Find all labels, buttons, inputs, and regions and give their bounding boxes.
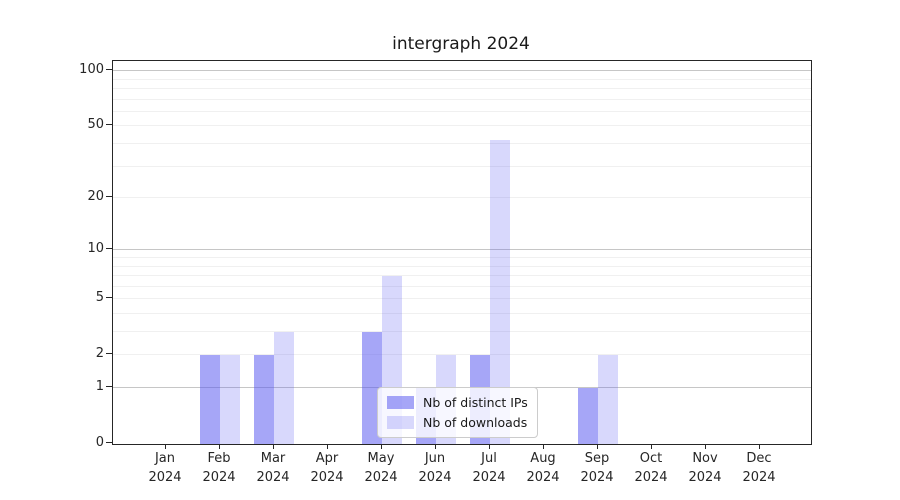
x-tick-label-jan: Jan 2024 (138, 450, 192, 488)
y-tick-mark (106, 353, 112, 355)
x-tick-year: 2024 (310, 469, 344, 485)
x-tick-year: 2024 (364, 469, 398, 485)
minor-gridline (113, 197, 811, 199)
x-tick-year: 2024 (688, 469, 722, 485)
x-tick-year: 2024 (634, 469, 668, 485)
x-tick-year: 2024 (148, 469, 182, 485)
x-tick-month: Apr (315, 451, 339, 466)
minor-gridline (113, 110, 811, 112)
x-tick-year: 2024 (526, 469, 560, 485)
x-tick-label-feb: Feb 2024 (192, 450, 246, 488)
bar-nb-of-downloads-sep (598, 355, 618, 444)
x-tick-year: 2024 (742, 469, 776, 485)
bar-nb-of-distinct-ips-mar (254, 355, 274, 444)
minor-gridline (113, 298, 811, 300)
x-tick-mark (597, 444, 598, 449)
y-tick-label: 2 (95, 346, 104, 362)
y-tick-mark (106, 442, 112, 443)
x-tick-month: Mar (260, 451, 286, 466)
minor-gridline (113, 98, 811, 100)
y-tick-label: 100 (79, 62, 104, 78)
x-tick-label-apr: Apr 2024 (300, 450, 354, 488)
legend-swatch (387, 396, 414, 409)
x-tick-month: Oct (639, 451, 663, 466)
x-tick-month: Aug (530, 451, 556, 466)
x-tick-year: 2024 (418, 469, 452, 485)
x-tick-year: 2024 (472, 469, 506, 485)
y-tick-mark (106, 196, 112, 198)
x-tick-mark (435, 444, 436, 449)
y-tick-label: 50 (87, 117, 104, 133)
minor-gridline (113, 285, 811, 287)
y-tick-mark (106, 297, 112, 299)
minor-gridline (113, 265, 811, 267)
bar-nb-of-downloads-jul (490, 140, 510, 444)
x-tick-label-sep: Sep 2024 (570, 450, 624, 488)
x-tick-month: Nov (692, 451, 718, 466)
legend-label: Nb of distinct IPs (423, 395, 528, 410)
x-tick-mark (489, 444, 490, 449)
x-tick-label-nov: Nov 2024 (678, 450, 732, 488)
legend-entry-nb-of-distinct-ips: Nb of distinct IPs (387, 395, 528, 410)
bar-nb-of-distinct-ips-feb (200, 355, 220, 444)
minor-gridline (113, 275, 811, 277)
y-tick-label: 10 (87, 241, 104, 257)
x-tick-month: May (367, 451, 395, 466)
x-tick-mark (705, 444, 706, 449)
legend-label: Nb of downloads (423, 415, 528, 430)
x-tick-label-jul: Jul 2024 (462, 450, 516, 488)
y-tick-mark (106, 386, 112, 388)
x-tick-label-jun: Jun 2024 (408, 450, 462, 488)
y-tick-label: 5 (95, 290, 104, 306)
x-tick-label-mar: Mar 2024 (246, 450, 300, 488)
minor-gridline (113, 78, 811, 80)
y-tick-mark (106, 124, 112, 126)
x-tick-month: Sep (584, 451, 610, 466)
y-tick-label: 20 (87, 189, 104, 205)
x-tick-mark (165, 444, 166, 449)
x-tick-year: 2024 (256, 469, 290, 485)
x-tick-month: Jun (424, 451, 446, 466)
x-tick-mark (381, 444, 382, 449)
minor-gridline (113, 313, 811, 314)
x-tick-month: Dec (746, 451, 772, 466)
x-tick-mark (219, 444, 220, 449)
x-tick-label-aug: Aug 2024 (516, 450, 570, 488)
x-tick-mark (327, 444, 328, 449)
legend: Nb of distinct IPs Nb of downloads (377, 387, 538, 438)
x-tick-year: 2024 (580, 469, 614, 485)
y-tick-label: 0 (95, 435, 104, 450)
x-tick-label-dec: Dec 2024 (732, 450, 786, 488)
legend-swatch (387, 416, 414, 429)
x-tick-month: Jul (481, 451, 497, 466)
x-tick-mark (759, 444, 760, 449)
bar-nb-of-downloads-feb (220, 355, 240, 444)
major-gridline (113, 70, 811, 72)
minor-gridline (113, 354, 811, 356)
minor-gridline (113, 88, 811, 90)
bar-nb-of-downloads-mar (274, 332, 294, 444)
y-tick-label: 1 (95, 379, 104, 395)
x-tick-mark (651, 444, 652, 449)
y-tick-mark (106, 248, 112, 250)
minor-gridline (113, 165, 811, 167)
x-tick-month: Jan (154, 451, 176, 466)
minor-gridline (113, 331, 811, 333)
bar-nb-of-distinct-ips-sep (578, 388, 598, 444)
minor-gridline (113, 257, 811, 258)
x-tick-label-may: May 2024 (354, 450, 408, 488)
x-tick-month: Feb (207, 451, 231, 466)
x-tick-year: 2024 (202, 469, 236, 485)
legend-entry-nb-of-downloads: Nb of downloads (387, 415, 528, 430)
plot-area: Nb of distinct IPs Nb of downloads (112, 60, 812, 445)
minor-gridline (113, 143, 811, 145)
x-tick-mark (543, 444, 544, 449)
major-gridline (113, 249, 811, 251)
y-tick-mark (106, 69, 112, 71)
minor-gridline (113, 125, 811, 127)
x-tick-mark (273, 444, 274, 449)
x-tick-label-oct: Oct 2024 (624, 450, 678, 488)
chart-title: intergraph 2024 (392, 34, 530, 54)
